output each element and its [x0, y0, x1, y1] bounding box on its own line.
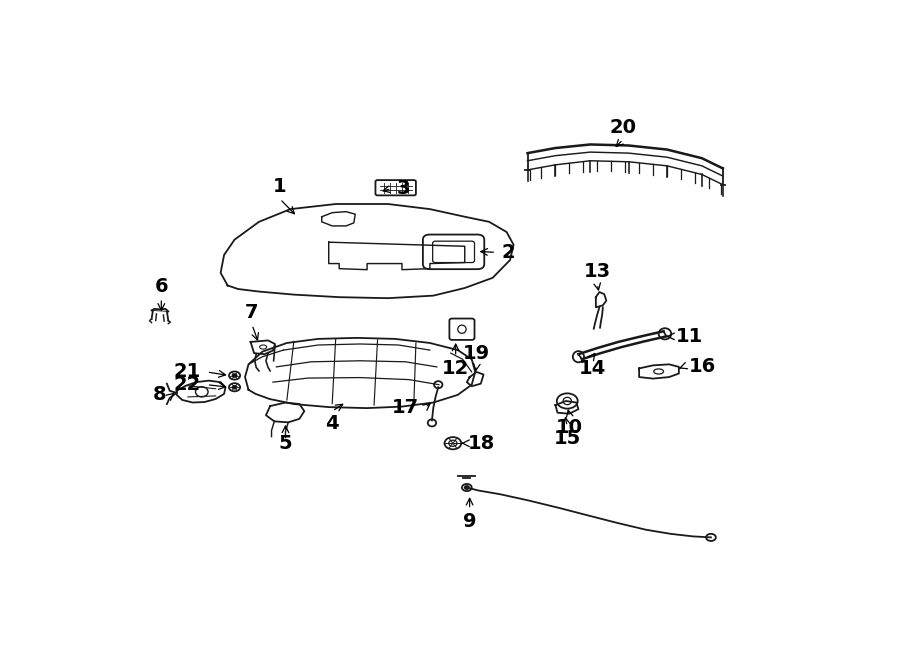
FancyBboxPatch shape [423, 235, 484, 269]
Text: 3: 3 [397, 179, 410, 198]
Text: 12: 12 [442, 360, 469, 378]
Ellipse shape [573, 351, 584, 362]
Text: 15: 15 [554, 429, 580, 448]
Text: 21: 21 [174, 362, 201, 381]
Text: 5: 5 [279, 434, 292, 453]
Text: 8: 8 [153, 385, 166, 405]
Ellipse shape [232, 373, 237, 377]
Ellipse shape [557, 393, 578, 408]
Ellipse shape [229, 383, 240, 391]
Text: 18: 18 [468, 434, 496, 453]
Ellipse shape [428, 419, 436, 426]
Ellipse shape [458, 325, 466, 333]
Text: 19: 19 [463, 344, 491, 363]
Text: 11: 11 [676, 327, 703, 346]
Ellipse shape [659, 329, 671, 339]
Text: 13: 13 [584, 262, 611, 282]
Text: 2: 2 [501, 243, 516, 262]
Text: 16: 16 [688, 358, 716, 376]
Ellipse shape [229, 371, 240, 379]
Ellipse shape [434, 381, 443, 388]
Text: 9: 9 [463, 512, 476, 531]
Ellipse shape [706, 534, 716, 541]
Ellipse shape [195, 387, 208, 397]
Text: 7: 7 [245, 303, 259, 322]
Text: 6: 6 [155, 277, 168, 295]
Text: 17: 17 [392, 398, 419, 417]
Text: 10: 10 [556, 418, 583, 437]
Ellipse shape [260, 345, 266, 349]
Ellipse shape [449, 440, 457, 446]
Ellipse shape [232, 385, 237, 389]
Text: 20: 20 [609, 118, 636, 137]
Ellipse shape [653, 369, 663, 374]
Ellipse shape [464, 486, 469, 489]
Ellipse shape [445, 437, 461, 449]
FancyBboxPatch shape [449, 319, 474, 340]
Text: 1: 1 [273, 177, 287, 196]
Text: 22: 22 [174, 375, 201, 394]
Ellipse shape [563, 397, 572, 405]
FancyBboxPatch shape [375, 180, 416, 196]
Ellipse shape [462, 484, 472, 491]
Text: 14: 14 [579, 360, 606, 378]
Text: 4: 4 [326, 414, 339, 433]
FancyBboxPatch shape [433, 241, 474, 262]
